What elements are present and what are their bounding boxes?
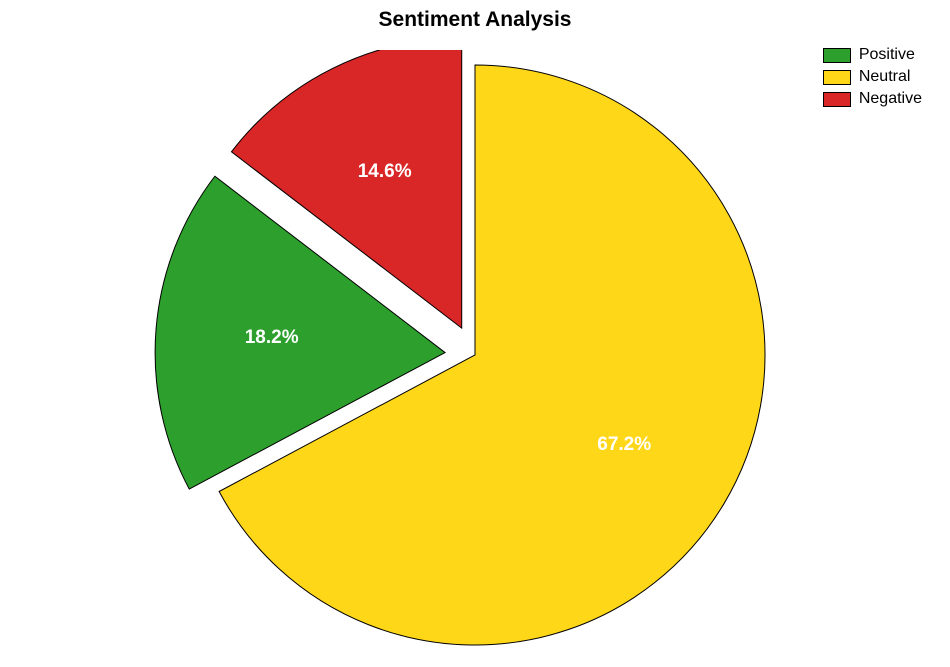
legend-item-positive: Positive [823,46,922,64]
legend-swatch-neutral [823,70,851,85]
pie-chart [0,50,950,667]
legend-item-neutral: Neutral [823,68,922,86]
legend-swatch-negative [823,92,851,107]
legend-item-negative: Negative [823,90,922,108]
legend-label-positive: Positive [859,46,915,64]
legend: Positive Neutral Negative [823,46,922,112]
legend-label-negative: Negative [859,90,922,108]
chart-container: Sentiment Analysis Positive Neutral Nega… [0,0,950,662]
legend-label-neutral: Neutral [859,68,911,86]
chart-title: Sentiment Analysis [0,8,950,32]
legend-swatch-positive [823,48,851,63]
